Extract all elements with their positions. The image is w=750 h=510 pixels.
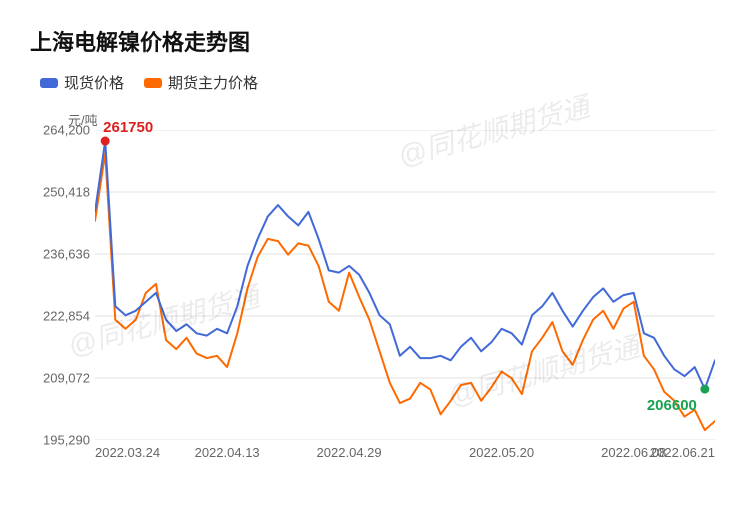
legend-item-2: 期货主力价格 xyxy=(144,72,258,93)
x-tick-label: 2022.05.20 xyxy=(469,445,534,460)
x-tick-label: 2022.04.13 xyxy=(195,445,260,460)
y-tick-label: 264,200 xyxy=(43,123,90,138)
legend-swatch-2 xyxy=(144,78,162,88)
y-tick-label: 195,290 xyxy=(43,433,90,448)
x-ticks: 2022.03.24 2022.04.13 2022.04.29 2022.05.20… xyxy=(95,445,715,465)
annotation-dot xyxy=(700,385,709,394)
chart-svg xyxy=(95,130,715,440)
y-tick-label: 250,418 xyxy=(43,185,90,200)
chart-title: 上海电解镍价格走势图 xyxy=(30,25,730,57)
annotation-dot xyxy=(101,137,110,146)
y-tick-label: 209,072 xyxy=(43,371,90,386)
legend-item-1: 现货价格 xyxy=(40,72,124,93)
series-1-line xyxy=(95,141,715,389)
legend: 现货价格 期货主力价格 xyxy=(40,72,730,93)
x-tick-label: 2022.04.29 xyxy=(317,445,382,460)
y-ticks: 195,290209,072222,854236,636250,418264,2… xyxy=(20,130,90,440)
chart-container: 上海电解镍价格走势图 现货价格 期货主力价格 元/吨 195,290209,07… xyxy=(0,0,750,510)
y-tick-label: 236,636 xyxy=(43,247,90,262)
x-tick-label: 2022.03.24 xyxy=(95,445,160,460)
legend-label-1: 现货价格 xyxy=(64,72,124,93)
legend-swatch-1 xyxy=(40,78,58,88)
x-tick-label: 2022.06.21 xyxy=(650,445,715,460)
plot-area: @同花顺期货通 @同花顺期货通 @同花顺期货通 xyxy=(95,130,715,440)
y-tick-label: 222,854 xyxy=(43,309,90,324)
legend-label-2: 期货主力价格 xyxy=(168,72,258,93)
series-2-line xyxy=(95,153,715,430)
